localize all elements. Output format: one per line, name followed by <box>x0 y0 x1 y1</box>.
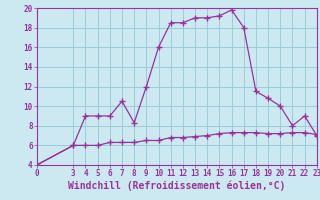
X-axis label: Windchill (Refroidissement éolien,°C): Windchill (Refroidissement éolien,°C) <box>68 181 285 191</box>
